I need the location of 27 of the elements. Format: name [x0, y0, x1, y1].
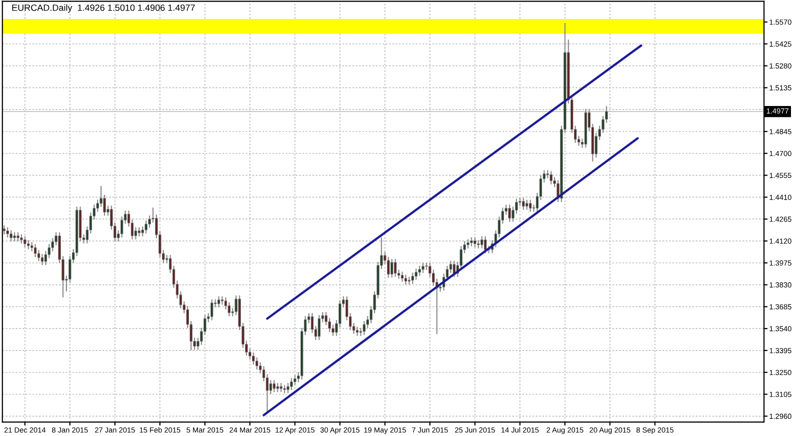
candlestick: [356, 326, 359, 336]
candlestick: [24, 236, 26, 248]
candlestick: [40, 254, 44, 266]
candlestick: [269, 380, 272, 394]
candlestick: [272, 380, 276, 392]
candlestick: [404, 274, 408, 285]
candlestick: [522, 198, 525, 210]
candlestick: [210, 299, 214, 320]
candlestick: [400, 272, 404, 282]
candlestick: [411, 272, 414, 284]
candlestick: [484, 236, 487, 254]
candlestick: [508, 204, 511, 222]
candlestick: [414, 268, 418, 280]
candlestick: [390, 258, 394, 278]
candlestick: [550, 171, 552, 184]
candlestick: [452, 260, 456, 277]
candlestick: [529, 200, 532, 212]
candlestick: [34, 244, 37, 258]
candlestick: [6, 227, 9, 238]
candlestick: [217, 296, 220, 308]
candlestick: [394, 258, 397, 277]
candlestick: [318, 315, 320, 340]
candlestick: [480, 236, 484, 248]
chart-title: EURCAD.Daily 1.4926 1.5010 1.4906 1.4977: [12, 4, 195, 13]
candlestick: [422, 262, 424, 273]
candlestick: [10, 230, 12, 242]
candlestick: [290, 378, 293, 390]
